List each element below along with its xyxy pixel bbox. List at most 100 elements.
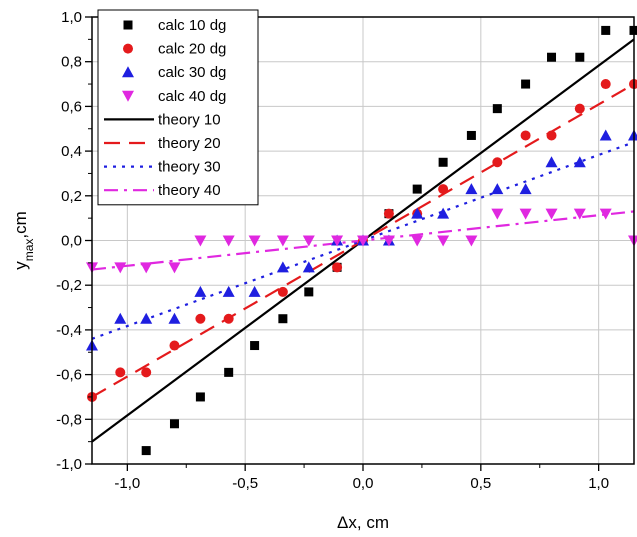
data-point (520, 130, 531, 141)
data-point (599, 129, 612, 141)
data-point (195, 313, 206, 324)
data-point (277, 286, 288, 297)
data-point (492, 104, 502, 114)
legend-label: calc 40 dg (158, 88, 226, 105)
data-point (169, 419, 179, 429)
data-point (466, 130, 476, 140)
data-point (546, 130, 557, 141)
data-point (628, 129, 637, 141)
data-point (114, 312, 127, 324)
data-point (465, 183, 478, 195)
x-tick-label: 0,0 (353, 475, 374, 492)
x-axis-title: Δx, cm (337, 513, 389, 532)
data-point (491, 183, 504, 195)
legend-label: theory 20 (158, 135, 221, 152)
x-tick-label: -1,0 (114, 475, 140, 492)
legend: calc 10 dg calc 20 dg calc 30 dg calc 40 dg… (97, 9, 259, 206)
data-point (411, 235, 424, 247)
y-tick-label: 0,4 (61, 143, 82, 160)
data-point (437, 207, 450, 219)
legend-label: theory 10 (158, 111, 221, 128)
y-tick-label: -0,8 (56, 411, 82, 428)
data-point (599, 208, 612, 220)
legend-marker (123, 20, 133, 30)
x-tick-label: -0,5 (232, 475, 258, 492)
data-point (545, 156, 558, 168)
tick-labels: -1,0 -0,5 0,0 0,5 1,0 -1,0 -0,8 -0,6 -0,4 -0,2 0,0… (56, 9, 609, 492)
legend-label: theory 30 (158, 159, 221, 176)
data-point (276, 235, 289, 247)
data-point (545, 208, 558, 220)
legend-label: theory 40 (158, 182, 221, 199)
y-tick-label: -0,4 (56, 322, 82, 339)
data-point (601, 25, 611, 35)
data-point (600, 79, 611, 90)
data-point (629, 79, 637, 90)
data-point (248, 285, 261, 297)
data-point (141, 446, 151, 456)
x-tick-label: 0,5 (470, 475, 491, 492)
y-tick-label: -1,0 (56, 456, 82, 473)
data-point (519, 208, 532, 220)
y-axis-title: ymax,cm (11, 211, 36, 270)
y-tick-label: 1,0 (61, 9, 82, 26)
data-point (519, 183, 532, 195)
data-point (250, 341, 260, 351)
data-point (194, 235, 207, 247)
y-tick-label: 0,0 (61, 233, 82, 250)
data-point (331, 235, 344, 247)
data-point (222, 285, 235, 297)
data-point (195, 392, 205, 402)
legend-label: calc 30 dg (158, 64, 226, 81)
data-point (140, 312, 153, 324)
data-point (438, 157, 448, 167)
data-point (574, 103, 585, 114)
data-point (438, 184, 449, 195)
y-tick-label: 0,2 (61, 188, 82, 205)
data-point (278, 314, 288, 324)
data-point (276, 261, 289, 273)
data-point (573, 156, 586, 168)
y-tick-label: 0,6 (61, 98, 82, 115)
data-point (332, 262, 343, 273)
data-point (302, 261, 315, 273)
y-tick-label: -0,6 (56, 367, 82, 384)
data-point (114, 262, 127, 274)
data-point (547, 52, 557, 62)
data-point (573, 208, 586, 220)
legend-marker (122, 90, 134, 102)
data-point (411, 207, 424, 219)
data-point (248, 235, 261, 247)
y-tick-label: 0,8 (61, 54, 82, 71)
data-point (223, 313, 234, 324)
data-markers (86, 25, 637, 456)
data-point (224, 367, 234, 377)
data-point (168, 262, 181, 274)
legend-label: calc 10 dg (158, 17, 226, 34)
data-point (492, 157, 503, 168)
data-point (302, 235, 315, 247)
data-point (115, 367, 126, 378)
data-point (383, 208, 394, 219)
data-point (141, 367, 152, 378)
data-point (168, 312, 181, 324)
data-point (491, 208, 504, 220)
data-point (465, 235, 478, 247)
axis-ticks (85, 16, 600, 471)
data-point (575, 52, 585, 62)
legend-marker (123, 43, 133, 54)
data-point (194, 285, 207, 297)
data-point (222, 235, 235, 247)
legend-label: calc 20 dg (158, 41, 226, 58)
data-point (412, 184, 422, 194)
data-point (521, 79, 531, 89)
data-point (140, 262, 153, 274)
data-point (382, 235, 395, 247)
data-point (169, 340, 180, 351)
data-point (304, 287, 314, 297)
data-point (437, 235, 450, 247)
y-tick-label: -0,2 (56, 277, 82, 294)
legend-box (97, 9, 259, 206)
x-tick-label: 1,0 (588, 475, 609, 492)
